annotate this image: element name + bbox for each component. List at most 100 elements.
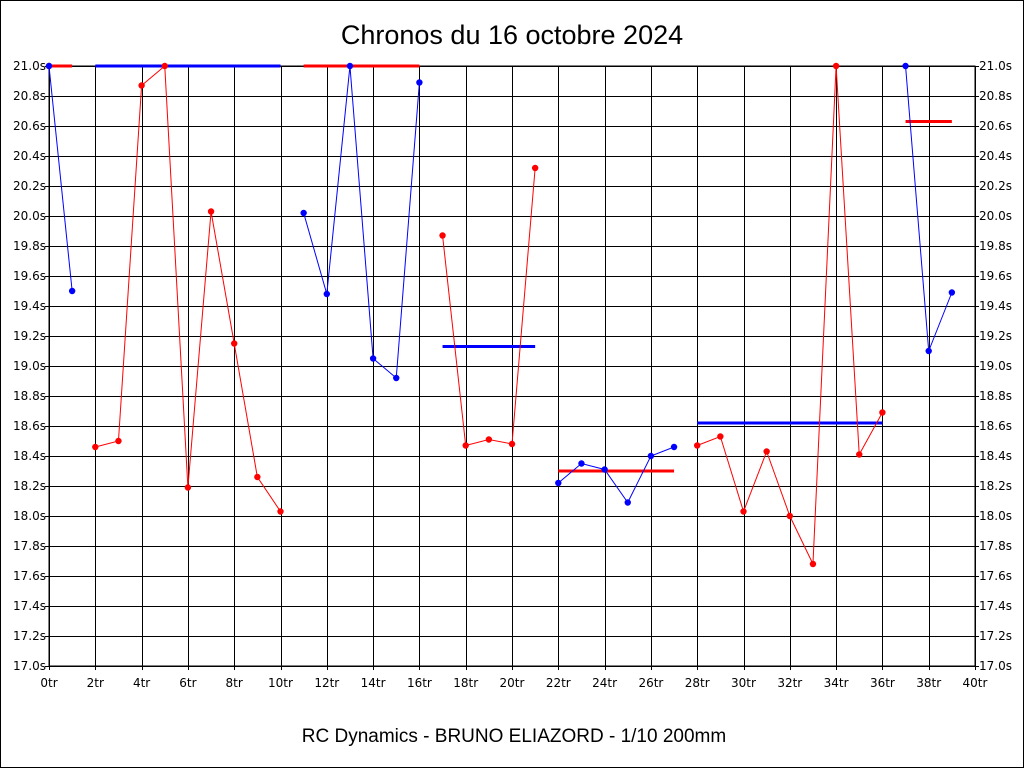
data-point (578, 460, 585, 467)
data-point (555, 479, 562, 487)
y-tick-label-left: 19.8s (13, 239, 46, 253)
data-point (856, 451, 863, 458)
data-point (948, 289, 956, 296)
x-tick-label: 28tr (685, 676, 710, 690)
y-tick-label-left: 19.0s (13, 359, 46, 373)
y-tick-label-right: 18.4s (979, 449, 1012, 463)
data-point (184, 484, 192, 491)
data-point (138, 82, 145, 89)
x-tick-label: 16tr (407, 676, 432, 690)
data-point (68, 287, 76, 295)
data-point (254, 473, 261, 481)
y-tick-label-right: 17.8s (979, 539, 1012, 553)
y-tick-label-right: 19.8s (979, 239, 1012, 253)
y-tick-label-right: 17.6s (979, 569, 1012, 583)
data-point (161, 62, 168, 70)
x-tick-label: 22tr (546, 676, 571, 690)
y-tick-label-left: 20.8s (13, 89, 46, 103)
data-point (832, 62, 840, 70)
x-tick-label: 2tr (87, 676, 104, 690)
data-point (809, 560, 817, 568)
x-tick-label: 10tr (268, 676, 293, 690)
data-point (92, 443, 99, 451)
x-tick-label: 18tr (453, 676, 478, 690)
y-tick-label-left: 20.6s (13, 119, 46, 133)
y-tick-label-right: 17.4s (979, 599, 1012, 613)
x-tick-label: 40tr (963, 676, 988, 690)
y-tick-label-left: 18.0s (13, 509, 46, 523)
y-tick-label-left: 18.4s (13, 449, 46, 463)
x-tick-label: 38tr (916, 676, 941, 690)
y-tick-label-left: 17.6s (13, 569, 46, 583)
series-line (303, 65, 420, 380)
y-tick-label-right: 18.2s (979, 479, 1012, 493)
y-tick-label-right: 20.8s (979, 89, 1012, 103)
x-tick-label: 20tr (500, 676, 525, 690)
data-point (207, 208, 215, 215)
mean-lines (49, 64, 952, 473)
data-point (601, 466, 608, 473)
data-point (786, 512, 793, 520)
series-line (48, 65, 73, 292)
series-line (557, 446, 675, 504)
y-tick-label-left: 17.0s (13, 659, 46, 673)
x-tick-label: 32tr (777, 676, 802, 690)
data-point (231, 340, 238, 347)
data-point (508, 440, 516, 448)
y-tick-label-right: 20.4s (979, 149, 1012, 163)
data-point (346, 62, 354, 70)
data-point (115, 437, 122, 445)
data-point (763, 448, 770, 455)
chart-title: Chronos du 16 octobre 2024 (341, 20, 683, 50)
x-tick-label: 36tr (870, 676, 895, 690)
data-point (462, 442, 469, 449)
data-point (45, 62, 53, 70)
data-point (277, 508, 284, 515)
y-tick-label-right: 17.0s (979, 659, 1012, 673)
data-point (670, 443, 678, 451)
y-tick-label-left: 19.4s (13, 299, 46, 313)
data-point (647, 452, 655, 460)
data-point (879, 409, 886, 416)
x-tick-label: 24tr (592, 676, 617, 690)
data-point (531, 164, 539, 172)
y-tick-label-right: 17.2s (979, 629, 1012, 643)
y-tick-label-right: 19.6s (979, 269, 1012, 283)
axes: 0tr 2tr 4tr 6tr 8tr 10tr 12tr 14tr 16tr 18tr 20tr 2… (13, 59, 1012, 690)
data-point (624, 499, 631, 506)
y-tick-label-left: 17.8s (13, 539, 46, 553)
data-point (439, 232, 446, 239)
x-tick-label: 12tr (314, 676, 339, 690)
series (45, 62, 956, 568)
y-tick-label-left: 18.6s (13, 419, 46, 433)
data-point (416, 79, 423, 86)
y-tick-label-left: 20.0s (13, 209, 46, 223)
y-tick-label-left: 20.4s (13, 149, 46, 163)
x-tick-label: 26tr (638, 676, 663, 690)
data-point (717, 433, 724, 440)
data-point (740, 508, 747, 515)
data-point (694, 442, 701, 449)
y-tick-label-right: 18.6s (979, 419, 1012, 433)
y-tick-label-right: 19.0s (979, 359, 1012, 373)
data-point (323, 290, 330, 298)
chart-subtitle: RC Dynamics - BRUNO ELIAZORD - 1/10 200m… (302, 726, 726, 747)
y-tick-label-right: 19.2s (979, 329, 1012, 343)
y-tick-label-left: 17.4s (13, 599, 46, 613)
y-tick-label-right: 18.8s (979, 389, 1012, 403)
x-tick-label: 14tr (361, 676, 386, 690)
y-tick-label-right: 18.0s (979, 509, 1012, 523)
x-tick-label: 4tr (133, 676, 150, 690)
x-tick-label: 30tr (731, 676, 756, 690)
data-point (902, 62, 909, 70)
y-tick-label-right: 21.0s (979, 59, 1012, 73)
y-tick-label-left: 18.8s (13, 389, 46, 403)
data-point (925, 347, 932, 355)
x-tick-label: 8tr (226, 676, 243, 690)
grid (49, 66, 976, 667)
y-tick-label-right: 20.0s (979, 209, 1012, 223)
data-point (393, 374, 400, 382)
y-tick-label-left: 17.2s (13, 629, 46, 643)
y-tick-label-left: 19.6s (13, 269, 46, 283)
